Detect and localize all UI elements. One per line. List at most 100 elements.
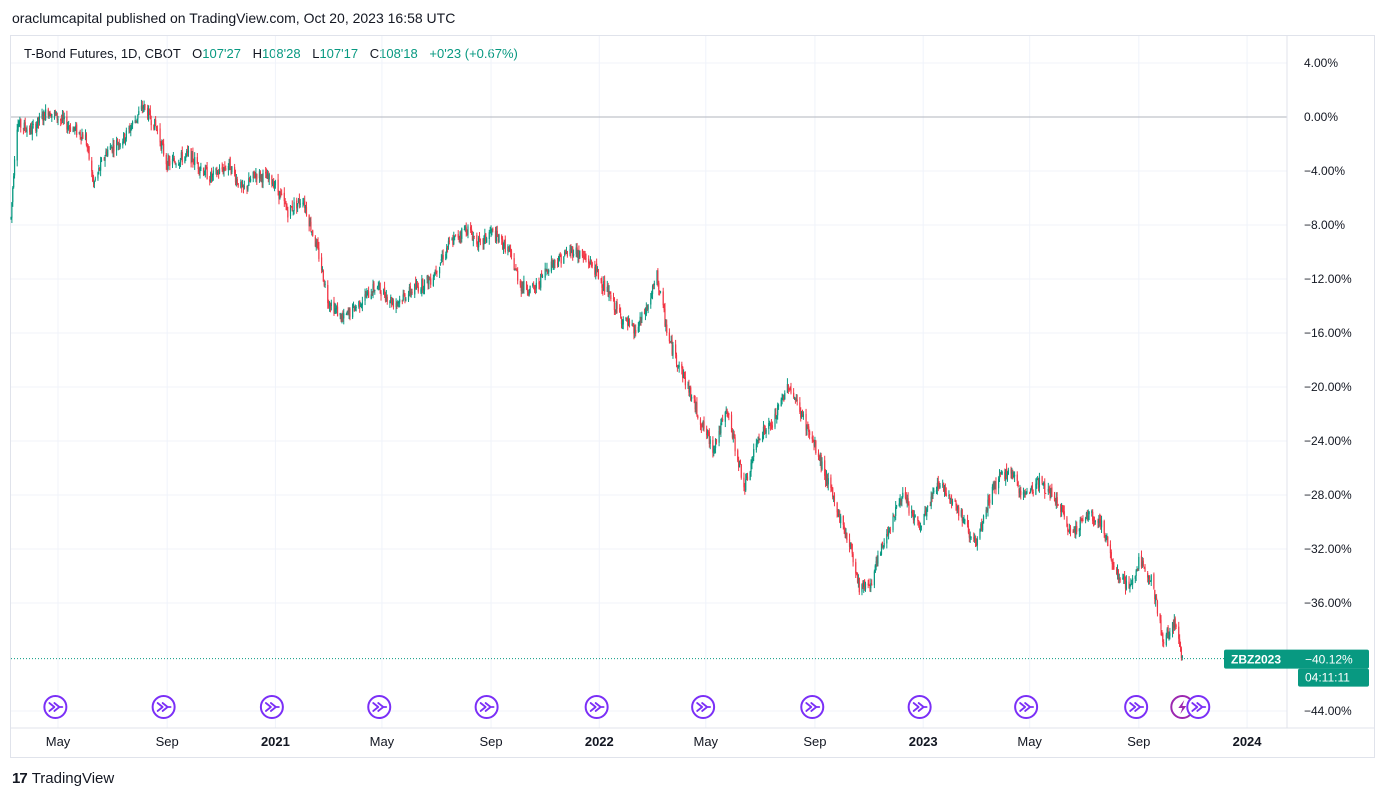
next-event-icon[interactable]: [474, 695, 499, 719]
candle-body: [1068, 531, 1070, 533]
candle-body: [800, 411, 802, 418]
candle-body: [32, 123, 34, 125]
candle-body: [1030, 486, 1033, 489]
candle-body: [724, 412, 726, 422]
candle-body: [927, 506, 929, 508]
candle-body: [796, 399, 798, 402]
candle-body: [1012, 473, 1014, 479]
candle-body: [227, 165, 229, 170]
candle-body: [35, 123, 37, 131]
candle-body: [190, 148, 192, 164]
candle-body: [1076, 526, 1078, 532]
candle-body: [312, 230, 314, 236]
candle-body: [76, 124, 78, 136]
candle-body: [273, 185, 276, 187]
candle-body: [496, 230, 498, 237]
candle-body: [1124, 581, 1127, 589]
candle-body: [1129, 584, 1131, 589]
candle-body: [57, 119, 59, 121]
candle-body: [1016, 474, 1018, 481]
candle-body: [831, 487, 833, 489]
candle-body: [588, 258, 590, 264]
candle-body: [446, 247, 448, 254]
candle-body: [379, 283, 381, 292]
candle-body: [1069, 527, 1072, 532]
candle-body: [495, 231, 497, 242]
candle-body: [715, 439, 718, 442]
candle-body: [780, 399, 782, 407]
candle-body: [678, 365, 680, 367]
candle-body: [408, 287, 411, 293]
candle-body: [874, 565, 876, 573]
candle-body: [943, 485, 946, 492]
candle-body: [302, 202, 304, 204]
legend-close-value: 108'18: [379, 46, 418, 61]
next-event-icon[interactable]: [367, 695, 392, 719]
candle-body: [1117, 570, 1120, 580]
candle-body: [1085, 512, 1088, 517]
candle-body: [78, 132, 80, 134]
tradingview-logo[interactable]: 17 TradingView: [12, 770, 114, 787]
candle-body: [968, 534, 970, 538]
candle-body: [135, 120, 137, 122]
candle-body: [283, 192, 285, 202]
tradingview-brand-label: TradingView: [31, 770, 115, 787]
candle-body: [1050, 488, 1052, 497]
candle-body: [248, 178, 250, 187]
candle-body: [473, 235, 475, 237]
candle-body: [1140, 555, 1143, 567]
candle-body: [564, 251, 566, 256]
candle-body: [651, 292, 653, 299]
candle-body: [231, 166, 233, 173]
candle-body: [1136, 569, 1138, 571]
candle-body: [837, 512, 839, 517]
candle-body: [843, 525, 845, 530]
next-event-icon[interactable]: [691, 695, 716, 719]
next-event-icon[interactable]: [1186, 695, 1211, 719]
candle-body: [688, 385, 690, 393]
candle-body: [818, 456, 820, 460]
candle-body: [1150, 575, 1152, 582]
candle-body: [1144, 567, 1146, 572]
candle-body: [53, 112, 56, 115]
candle-body: [930, 496, 932, 507]
candle-body: [728, 413, 730, 415]
candle-body: [563, 257, 565, 264]
next-event-icon[interactable]: [43, 695, 68, 719]
candle-body: [801, 411, 804, 416]
candle-body: [817, 453, 820, 457]
candle-body: [491, 229, 493, 231]
next-event-icon[interactable]: [151, 695, 176, 719]
next-event-icon[interactable]: [259, 695, 284, 719]
candle-body: [448, 240, 450, 242]
next-event-icon[interactable]: [800, 695, 825, 719]
candle-body: [327, 285, 329, 304]
candle-body: [902, 492, 904, 498]
candle-body: [299, 203, 301, 205]
candle-body: [1005, 470, 1007, 480]
candle-body: [138, 111, 140, 115]
candle-body: [981, 522, 983, 531]
candle-body: [303, 202, 305, 204]
candle-body: [478, 237, 480, 248]
candle-body: [485, 233, 487, 242]
candle-body: [552, 263, 554, 268]
next-event-icon[interactable]: [907, 695, 932, 719]
candle-body: [509, 248, 512, 252]
candle-body: [639, 316, 641, 324]
candle-body: [827, 478, 829, 485]
next-event-icon[interactable]: [1014, 695, 1039, 719]
candle-body: [1029, 489, 1032, 493]
candle-body: [316, 242, 318, 244]
candle-body: [426, 276, 428, 280]
candle-body: [174, 162, 176, 164]
x-tick-label: Sep: [156, 734, 179, 749]
candle-body: [920, 525, 923, 527]
candle-body: [820, 454, 822, 469]
next-event-icon[interactable]: [584, 695, 609, 719]
event-markers: [43, 695, 1211, 719]
candle-body: [464, 226, 466, 230]
next-event-icon[interactable]: [1124, 695, 1149, 719]
candle-body: [1161, 630, 1163, 632]
